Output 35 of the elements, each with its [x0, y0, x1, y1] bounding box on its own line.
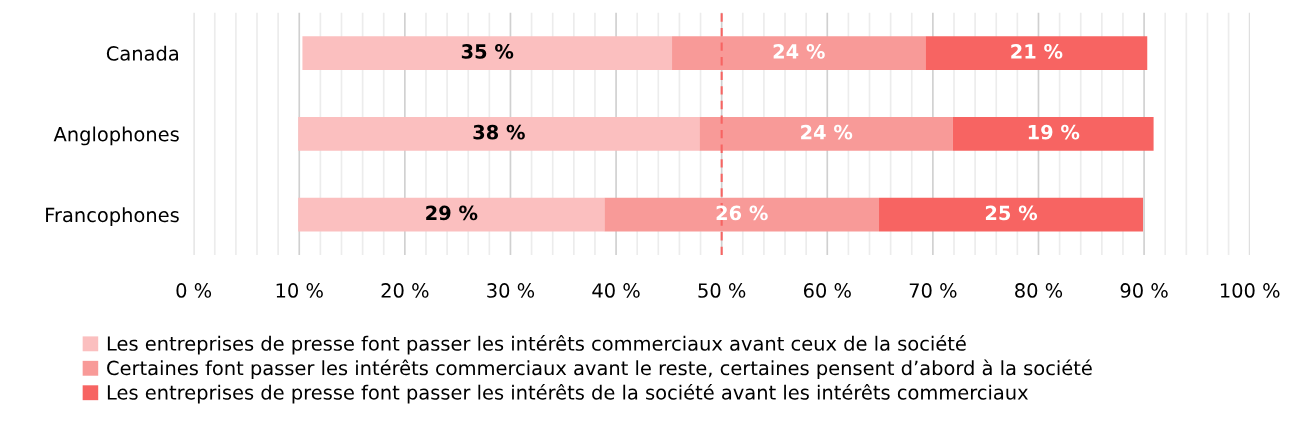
data-label: 26 %: [716, 205, 768, 221]
data-label: 24 %: [773, 44, 825, 59]
x-tick-label: 90 %: [1120, 283, 1168, 298]
bar: [604, 197, 880, 232]
data-label: 29 %: [426, 205, 478, 221]
y-tick-label: Canada: [106, 45, 178, 61]
legend-label: Les entreprises de presse font passer les intérêts de la société avant les intérêts commerciaux: [107, 383, 1028, 404]
y-tick-label: Francophones: [46, 207, 179, 227]
x-tick-label: 10 %: [276, 283, 323, 298]
bar: [699, 116, 953, 151]
data-label: 24 %: [801, 124, 853, 140]
x-tick-label: 30 %: [487, 283, 535, 298]
data-label: 38 %: [473, 124, 525, 140]
data-label: 21 %: [1011, 44, 1063, 59]
x-tick-label: 40 %: [592, 283, 640, 298]
bar: [672, 36, 926, 71]
bar: [925, 36, 1148, 71]
x-tick-label: 80 %: [1015, 283, 1063, 298]
x-tick-label: 100 %: [1220, 283, 1280, 298]
bar: [302, 36, 673, 71]
x-tick-label: 20 %: [381, 283, 429, 298]
x-tick-label: 50 %: [698, 283, 746, 298]
data-label: 19 %: [1028, 124, 1080, 140]
x-tick-label: 70 %: [909, 283, 957, 298]
legend-label: Certaines font passer les intérêts commerciaux avant le reste, certaines pensent d’abord à la société: [107, 359, 1092, 380]
legend-label: Les entreprises de presse font passer les intérêts commerciaux avant ceux de la société: [107, 335, 966, 355]
x-tick-label: 60 %: [803, 283, 851, 298]
bar: [879, 197, 1144, 232]
y-tick-label: Anglophones: [53, 126, 179, 146]
bar: [298, 116, 700, 151]
bar: [298, 197, 605, 232]
data-label: 35 %: [461, 44, 514, 59]
x-tick-label: 0 %: [176, 283, 212, 298]
bar: [952, 116, 1154, 151]
data-label: 25 %: [985, 205, 1038, 221]
